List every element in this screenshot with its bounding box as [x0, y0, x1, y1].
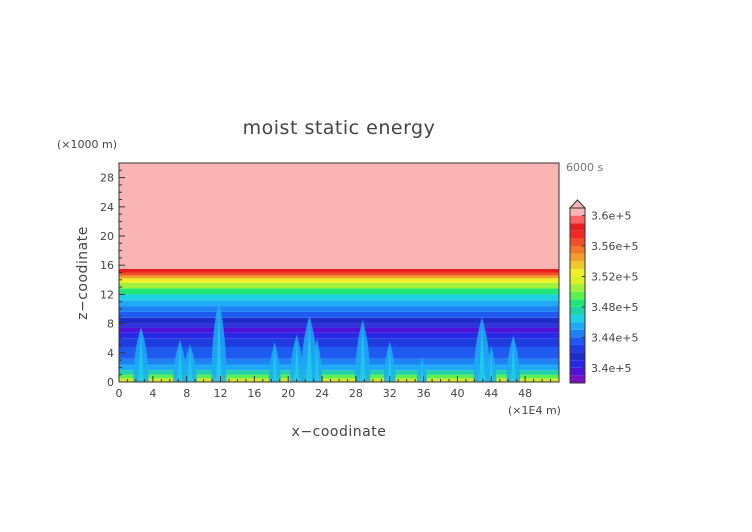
plume-core-1	[177, 345, 183, 382]
layer-18	[119, 275, 559, 279]
plume-core-0	[138, 333, 144, 382]
layer-19	[119, 272, 559, 276]
layer-6	[119, 338, 559, 347]
layer-1	[119, 374, 559, 379]
colorbar-swatch-18	[570, 238, 585, 247]
layer-8	[119, 327, 559, 333]
x-tick-label: 44	[484, 387, 498, 400]
plume-core-4	[272, 347, 277, 382]
colorbar-tick-label: 3.4e+5	[591, 362, 631, 375]
colorbar-swatch-0	[570, 375, 585, 383]
colorbar-swatch-19	[570, 230, 585, 239]
x-axis: 0 4 8 12 16 20 24 28 32 36 40 44 48	[116, 376, 560, 400]
colorbar-tick-label: 3.48e+5	[591, 301, 638, 314]
plume-core-10	[420, 362, 424, 382]
plume-core-11	[479, 323, 485, 382]
x-tick-label: 16	[247, 387, 261, 400]
colorbar-swatch-15	[570, 261, 585, 269]
x-tick-label: 28	[349, 387, 363, 400]
x-axis-label: x−coodinate	[292, 424, 387, 440]
colorbar-frame	[569, 207, 586, 384]
colorbar-swatch-6	[570, 329, 585, 338]
colorbar-swatch-1	[570, 367, 585, 376]
y-tick-label: 28	[100, 172, 114, 185]
layer-10	[119, 317, 559, 324]
colorbar-swatch-21	[570, 215, 585, 224]
layer-11	[119, 311, 559, 318]
plume-core-3	[216, 307, 222, 382]
layer-16	[119, 282, 559, 289]
x-tick-label: 36	[417, 387, 431, 400]
layer-2	[119, 370, 559, 375]
layer-13	[119, 300, 559, 307]
x-unit-label: (×1E4 m)	[508, 404, 561, 417]
time-label: 6000 s	[566, 161, 603, 174]
chart-title: moist static energy	[243, 117, 436, 139]
y-tick-label: 12	[100, 288, 114, 301]
x-tick-label: 40	[450, 387, 464, 400]
colorbar-swatch-4	[570, 344, 585, 353]
layer-12	[119, 306, 559, 312]
colorbar-tick-label: 3.56e+5	[591, 240, 638, 253]
x-tick-label: 0	[116, 387, 123, 400]
colorbar-swatch-3	[570, 352, 585, 361]
colorbar-swatch-12	[570, 284, 585, 292]
colorbar-swatch-17	[570, 246, 585, 254]
layer-15	[119, 288, 559, 295]
plume-core-5	[294, 340, 300, 382]
x-tick-label: 8	[183, 387, 190, 400]
colorbar-swatch-7	[570, 322, 585, 330]
layer-9	[119, 323, 559, 328]
x-tick-label: 4	[149, 387, 156, 400]
layer-21	[119, 163, 559, 269]
x-tick-label: 24	[315, 387, 329, 400]
layer-3	[119, 364, 559, 371]
plume-overlay	[133, 301, 521, 382]
plume-core-9	[387, 347, 392, 382]
colorbar-swatch-9	[570, 306, 585, 315]
x-tick-label: 48	[518, 387, 532, 400]
layer-20	[119, 268, 559, 273]
layer-4	[119, 358, 559, 365]
y-axis: 0 4 8 12 16 20 24 28	[100, 162, 125, 389]
colorbar-swatch-5	[570, 337, 585, 345]
y-tick-label: 4	[107, 347, 114, 360]
plume-core-7	[315, 344, 319, 382]
x-tick-label: 12	[214, 387, 228, 400]
plume-core-12	[489, 351, 494, 382]
y-unit-label: (×1000 m)	[57, 138, 117, 151]
x-tick-label: 32	[383, 387, 397, 400]
y-tick-label: 8	[107, 318, 114, 331]
colorbar-swatch-22	[570, 208, 585, 216]
plume-core-13	[510, 341, 516, 382]
colorbar-swatch-16	[570, 253, 585, 262]
colorbar-swatch-10	[570, 299, 585, 307]
layer-5	[119, 346, 559, 359]
x-tick-label: 20	[281, 387, 295, 400]
colorbar-tick-label: 3.52e+5	[591, 270, 638, 283]
colorbar-tick-label: 3.44e+5	[591, 331, 638, 344]
y-axis-label: z−coodinate	[75, 226, 91, 320]
colorbar-extend-arrow	[568, 199, 587, 209]
plot-area	[119, 163, 559, 382]
colorbar-tick-label: 3.6e+5	[591, 210, 631, 223]
colorbar-swatch-2	[570, 360, 585, 368]
colorbar: 3.4e+5 3.44e+5 3.48e+5 3.52e+5 3.56e+5 3.6e+5	[568, 199, 638, 384]
colorbar-swatch-13	[570, 276, 585, 285]
plume-core-2	[187, 350, 193, 382]
plume-core-8	[360, 325, 366, 382]
layer-14	[119, 294, 559, 301]
y-tick-label: 16	[100, 259, 114, 272]
y-tick-label: 0	[107, 376, 114, 389]
layer-17	[119, 278, 559, 283]
y-tick-label: 20	[100, 230, 114, 243]
colorbar-swatch-8	[570, 314, 585, 323]
plume-core-6	[306, 322, 313, 382]
colorbar-swatch-14	[570, 268, 585, 277]
colorbar-swatch-20	[570, 223, 585, 231]
y-tick-label: 24	[100, 201, 114, 214]
layer-7	[119, 332, 559, 339]
colorbar-swatch-11	[570, 291, 585, 300]
